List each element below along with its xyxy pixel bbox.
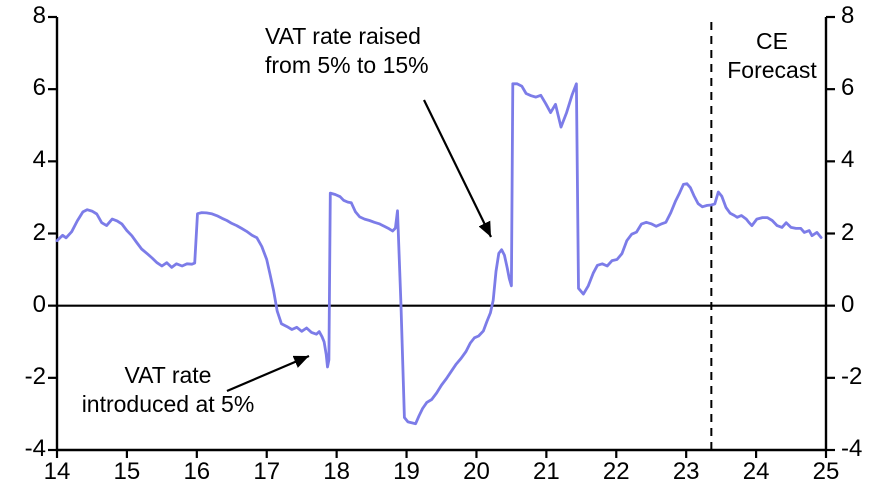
y-axis-label-left: 2 (32, 218, 46, 246)
y-axis-label-right: 2 (841, 218, 855, 246)
y-axis-label-right: -4 (841, 435, 863, 462)
x-axis-label: 24 (742, 458, 770, 485)
x-axis-label: 21 (533, 458, 560, 485)
y-axis-label-left: 0 (32, 290, 46, 318)
annotation-ce-forecast: CE Forecast (719, 27, 825, 85)
x-axis-label: 18 (323, 458, 350, 485)
annotation-ce-forecast-line1: CE (756, 28, 788, 54)
vat-introduced-arrow (226, 354, 310, 393)
x-axis-label: 25 (812, 458, 840, 485)
y-axis-label-right: 4 (841, 146, 855, 174)
x-axis-label: 14 (43, 458, 71, 485)
x-axis-label: 15 (113, 458, 141, 485)
annotation-vat-raised-line2: from 5% to 15% (265, 52, 429, 78)
annotation-ce-forecast-line2: Forecast (727, 57, 817, 83)
y-axis-label-left: 6 (32, 74, 46, 102)
y-axis-label-left: 4 (32, 146, 46, 174)
y-axis-label-right: -2 (841, 362, 863, 390)
y-axis-label-right: 8 (841, 2, 855, 29)
annotation-vat-introduced: VAT rate introduced at 5% (68, 361, 268, 419)
x-axis-label: 19 (393, 458, 420, 485)
series-line (55, 82, 823, 426)
x-axis-label: 17 (253, 458, 281, 485)
x-axis-label: 23 (672, 458, 700, 485)
annotation-arrows (226, 99, 492, 393)
y-axis-label-right: 6 (841, 74, 855, 102)
y-axis-label-left: 8 (32, 2, 46, 29)
x-axis-label: 22 (602, 458, 630, 485)
y-axis-label-left: -2 (24, 362, 46, 390)
annotation-vat-raised-line1: VAT rate raised (265, 23, 421, 49)
data-series (55, 82, 823, 426)
y-axis-label-left: -4 (24, 435, 46, 462)
annotation-vat-introduced-line1: VAT rate (124, 362, 212, 388)
vat-raised-arrow (423, 99, 492, 238)
axes (48, 15, 835, 458)
annotation-vat-introduced-line2: introduced at 5% (81, 391, 255, 417)
annotation-vat-raised: VAT rate raised from 5% to 15% (265, 22, 429, 80)
x-axis-label: 16 (183, 458, 211, 485)
y-axis-label-right: 0 (841, 290, 855, 318)
x-axis-label: 20 (463, 458, 490, 485)
